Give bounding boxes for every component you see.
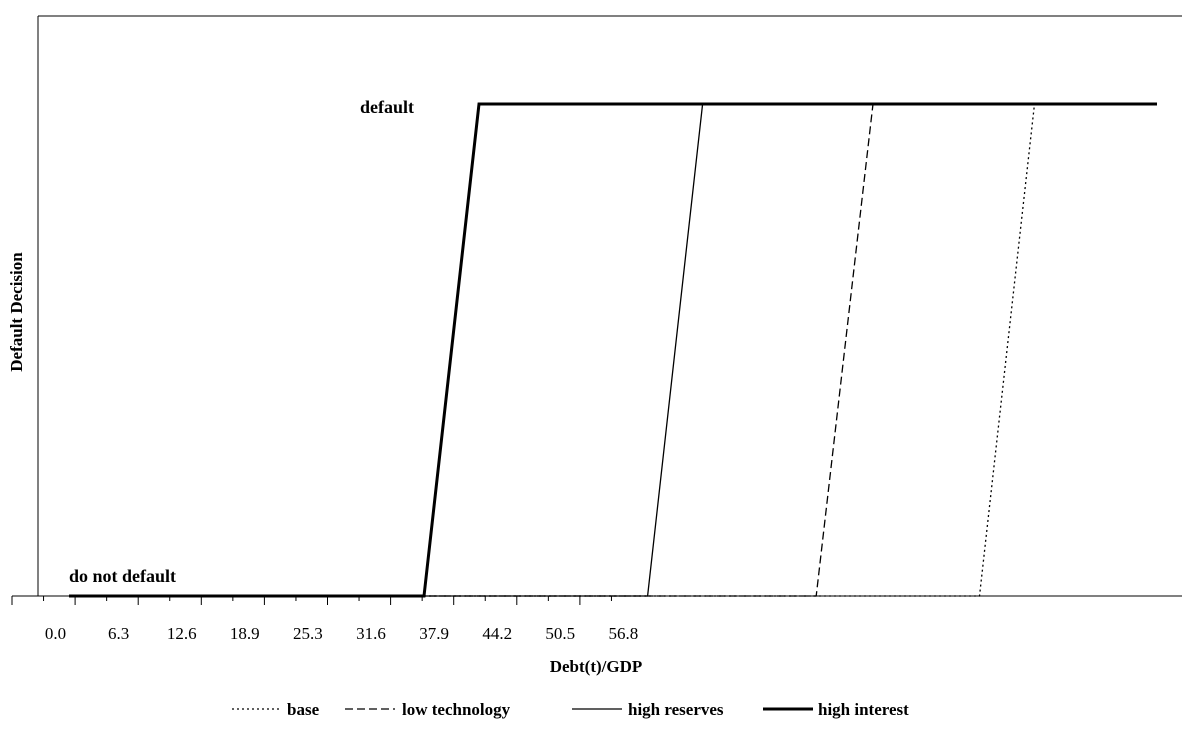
x-tick-label: 44.2 [482, 624, 512, 643]
x-tick-label: 25.3 [293, 624, 323, 643]
state-label-do-not-default: do not default [69, 566, 176, 586]
series-line-high-reserves [69, 103, 1157, 597]
x-tick-label: 37.9 [419, 624, 449, 643]
x-tick-label: 56.8 [609, 624, 639, 643]
labels-layer: default do not default Debt(t)/GDP Defau… [7, 97, 642, 676]
state-label-default: default [360, 97, 414, 117]
x-tick-label: 31.6 [356, 624, 386, 643]
x-tick-label: 0.0 [45, 624, 66, 643]
x-tick-label: 50.5 [545, 624, 575, 643]
legend: base low technology high reserves high inte… [232, 700, 909, 719]
axes: 0.0 6.3 12.6 18.9 25.3 31.6 37.9 44.2 50.5 56.8 [11, 15, 1182, 643]
x-tick-label: 6.3 [108, 624, 129, 643]
x-axis-title: Debt(t)/GDP [550, 657, 643, 676]
legend-label-base: base [287, 700, 320, 719]
x-tick-label: 18.9 [230, 624, 260, 643]
legend-label-high-interest: high interest [818, 700, 909, 719]
legend-label-high-reserves: high reserves [628, 700, 724, 719]
series-line-base [69, 103, 1157, 597]
series-layer [69, 102, 1157, 598]
series-line-low-technology [69, 103, 1157, 597]
x-tick-label: 12.6 [167, 624, 197, 643]
legend-label-low-technology: low technology [402, 700, 511, 719]
y-axis-title: Default Decision [7, 252, 26, 372]
series-line-high-interest [69, 102, 1157, 598]
